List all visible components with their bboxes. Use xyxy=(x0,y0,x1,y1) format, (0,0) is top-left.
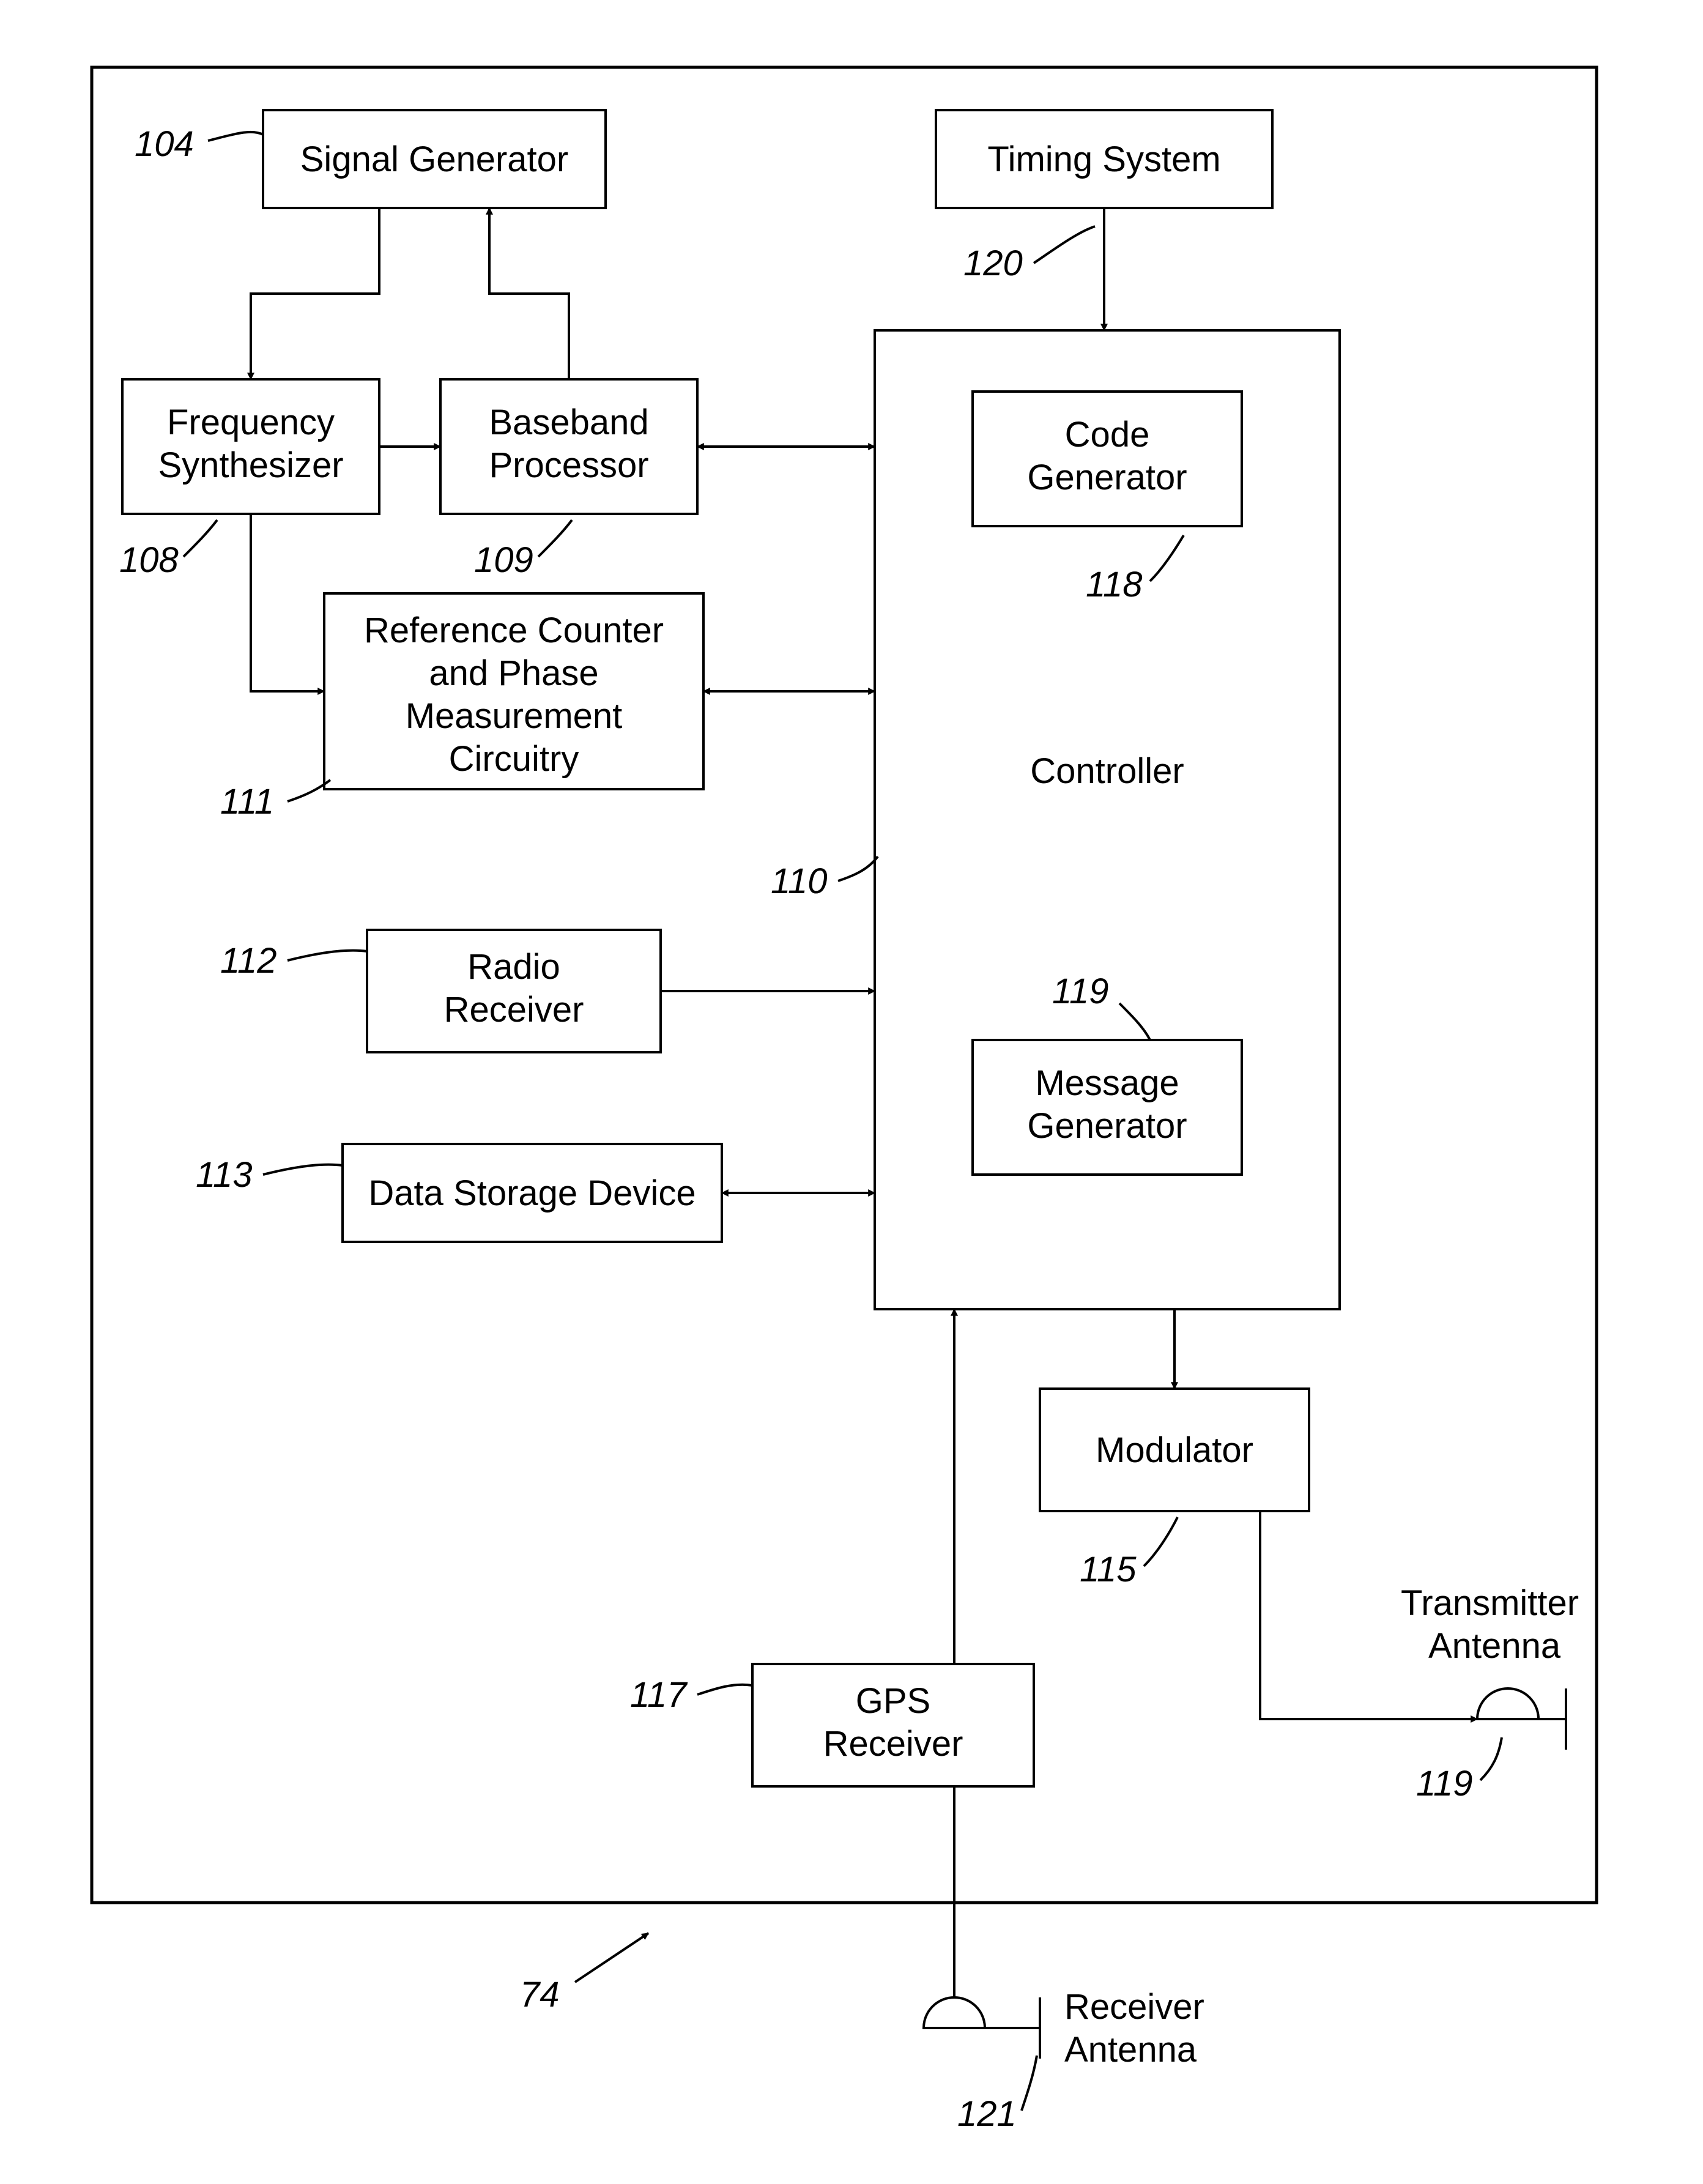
frequency-synthesizer-label-2: Synthesizer xyxy=(158,445,343,485)
tx-antenna-label-2: Antenna xyxy=(1428,1626,1561,1666)
ref-112: 112 xyxy=(220,941,276,981)
ref-113: 113 xyxy=(196,1155,252,1195)
modulator-label: Modulator xyxy=(1096,1430,1253,1470)
data-storage-block: Data Storage Device xyxy=(343,1144,722,1242)
transmitter-antenna-icon xyxy=(1477,1688,1566,1750)
ref-leader-115 xyxy=(1144,1517,1178,1566)
radio-receiver-label-1: Radio xyxy=(467,947,560,987)
message-generator-label-1: Message xyxy=(1035,1063,1179,1103)
radio-receiver-label-2: Receiver xyxy=(444,990,584,1030)
outer-box xyxy=(92,67,1597,1903)
ref-leader-120 xyxy=(1034,226,1095,263)
ref-115: 115 xyxy=(1080,1550,1137,1589)
gps-receiver-label-2: Receiver xyxy=(823,1724,963,1764)
tx-antenna-label-1: Transmitter xyxy=(1401,1583,1579,1623)
ref-109: 109 xyxy=(474,540,533,580)
data-storage-label: Data Storage Device xyxy=(368,1173,696,1213)
ref-leader-119b xyxy=(1480,1737,1502,1780)
gps-receiver-block: GPS Receiver xyxy=(752,1664,1034,1786)
modulator-block: Modulator xyxy=(1040,1389,1309,1511)
ref-leader-121 xyxy=(1022,2056,1037,2111)
ref-119a: 119 xyxy=(1052,971,1108,1011)
reference-counter-block: Reference Counter and Phase Measurement … xyxy=(324,593,703,789)
timing-system-block: Timing System xyxy=(936,110,1272,208)
edge-freqsyn-to-refcounter xyxy=(251,514,324,691)
ref-118: 118 xyxy=(1086,565,1142,604)
ref-119b: 119 xyxy=(1416,1764,1472,1803)
ref-104: 104 xyxy=(135,124,194,164)
ref-leader-112 xyxy=(288,951,367,960)
ref-leader-109 xyxy=(538,520,572,557)
ref-leader-74 xyxy=(575,1933,648,1982)
code-generator-label-2: Generator xyxy=(1027,458,1187,497)
code-generator-block: Code Generator xyxy=(973,392,1242,526)
message-generator-label-2: Generator xyxy=(1027,1106,1187,1146)
reference-counter-label-4: Circuitry xyxy=(449,739,579,779)
signal-generator-label: Signal Generator xyxy=(300,139,568,179)
reference-counter-label-3: Measurement xyxy=(406,696,623,736)
frequency-synthesizer-label-1: Frequency xyxy=(167,403,335,442)
signal-generator-block: Signal Generator xyxy=(263,110,606,208)
radio-receiver-block: Radio Receiver xyxy=(367,930,661,1052)
controller-label: Controller xyxy=(1030,751,1184,791)
ref-121: 121 xyxy=(957,2094,1017,2134)
ref-leader-104 xyxy=(208,132,263,141)
gps-receiver-label-1: GPS xyxy=(856,1681,931,1721)
ref-leader-117 xyxy=(697,1685,752,1695)
reference-counter-label-1: Reference Counter xyxy=(364,611,664,650)
frequency-synthesizer-block: Frequency Synthesizer xyxy=(122,379,379,514)
code-generator-label-1: Code xyxy=(1065,415,1150,455)
ref-117: 117 xyxy=(630,1675,688,1715)
timing-system-label: Timing System xyxy=(987,139,1220,179)
ref-74: 74 xyxy=(520,1975,560,2015)
receiver-antenna-icon xyxy=(924,1997,1040,2059)
ref-111: 111 xyxy=(220,782,274,822)
ref-leader-110 xyxy=(838,856,878,881)
rx-antenna-label-2: Antenna xyxy=(1064,2030,1197,2070)
edge-baseband-to-signalgen xyxy=(489,208,569,379)
ref-leader-113 xyxy=(263,1165,343,1175)
ref-leader-108 xyxy=(184,520,217,557)
reference-counter-label-2: and Phase xyxy=(429,653,598,693)
message-generator-block: Message Generator xyxy=(973,1040,1242,1175)
edge-signalgen-to-freqsyn xyxy=(251,208,379,379)
ref-120: 120 xyxy=(963,243,1023,283)
ref-110: 110 xyxy=(771,861,827,901)
baseband-processor-label-2: Processor xyxy=(489,445,648,485)
ref-leader-111 xyxy=(288,780,330,801)
ref-108: 108 xyxy=(119,540,179,580)
baseband-processor-block: Baseband Processor xyxy=(440,379,697,514)
baseband-processor-label-1: Baseband xyxy=(489,403,648,442)
rx-antenna-label-1: Receiver xyxy=(1064,1987,1204,2027)
